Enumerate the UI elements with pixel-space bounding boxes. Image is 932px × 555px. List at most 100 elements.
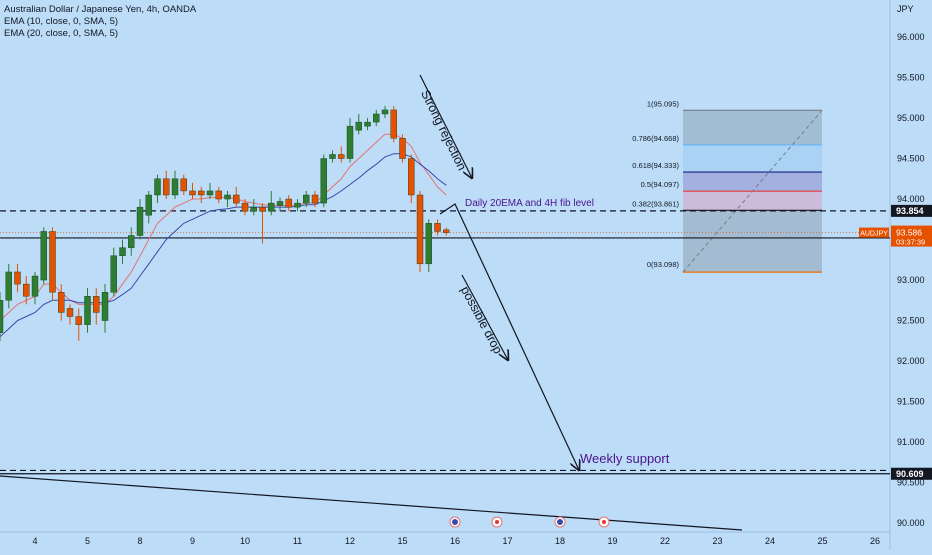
y-tick-label: 94.500 bbox=[897, 154, 925, 164]
price-label-box bbox=[891, 204, 932, 217]
candle-body bbox=[49, 231, 56, 293]
candle-body bbox=[276, 201, 284, 206]
chart-title: Australian Dollar / Japanese Yen, 4h, OA… bbox=[4, 4, 197, 15]
ema-line bbox=[0, 133, 447, 321]
projection-arrow bbox=[439, 203, 579, 470]
candle-body bbox=[180, 178, 187, 192]
candle-body bbox=[75, 316, 82, 325]
annotation: Daily 20EMA and 4H fib level bbox=[465, 198, 594, 209]
fib-zone bbox=[683, 144, 822, 173]
candle-body bbox=[233, 194, 240, 204]
candle-body bbox=[303, 194, 310, 204]
fib-label: 0.618(94.333) bbox=[632, 161, 679, 170]
candle-body bbox=[189, 190, 196, 196]
candle-body bbox=[346, 125, 354, 159]
fib-zone bbox=[683, 210, 822, 273]
symbol-label: AUDJPY bbox=[860, 231, 888, 238]
arrow bbox=[419, 74, 472, 178]
y-tick-label: 92.000 bbox=[897, 356, 925, 366]
price-label-box bbox=[891, 467, 932, 480]
x-tick-label: 25 bbox=[818, 536, 828, 546]
candle-body bbox=[215, 190, 222, 200]
candle-body bbox=[259, 206, 266, 212]
ema-line bbox=[0, 153, 447, 338]
candle-body bbox=[31, 275, 39, 297]
x-tick-label: 24 bbox=[765, 536, 775, 546]
x-tick-label: 23 bbox=[713, 536, 723, 546]
candle-body bbox=[5, 271, 12, 301]
candle-body bbox=[23, 283, 30, 297]
candle-body bbox=[434, 223, 441, 232]
candle-body bbox=[311, 194, 319, 204]
candle-body bbox=[399, 138, 406, 159]
candle-body bbox=[320, 158, 327, 204]
candle-body bbox=[58, 292, 65, 313]
event-icon-flag bbox=[495, 520, 499, 524]
candle-body bbox=[294, 202, 301, 208]
y-tick-label: 95.000 bbox=[897, 113, 925, 123]
candle-body bbox=[171, 178, 179, 196]
x-tick-label: 26 bbox=[870, 536, 880, 546]
candle-body bbox=[364, 121, 371, 127]
x-tick-label: 18 bbox=[555, 536, 565, 546]
indicator-legend[interactable]: EMA (20, close, 0, SMA, 5) bbox=[4, 28, 118, 39]
event-icons bbox=[449, 516, 610, 528]
price-label: 93.854 bbox=[896, 206, 924, 216]
x-tick-label: 12 bbox=[345, 536, 355, 546]
candle-body bbox=[329, 154, 336, 159]
candle-body bbox=[136, 206, 144, 236]
candle-body bbox=[0, 300, 4, 333]
x-tick-label: 8 bbox=[137, 536, 142, 546]
candle-body bbox=[93, 296, 100, 313]
x-tick-label: 17 bbox=[503, 536, 513, 546]
candle-body bbox=[390, 109, 397, 139]
candle-body bbox=[355, 121, 362, 131]
fib-label: 1(95.095) bbox=[647, 99, 680, 108]
candle-body bbox=[206, 190, 214, 196]
trend-line bbox=[0, 475, 743, 531]
x-tick-label: 10 bbox=[240, 536, 250, 546]
fib-label: 0.382(93.861) bbox=[632, 199, 679, 208]
candle-body bbox=[14, 271, 21, 285]
x-tick-label: 4 bbox=[32, 536, 37, 546]
x-tick-label: 22 bbox=[660, 536, 670, 546]
candle-body bbox=[119, 247, 126, 256]
x-tick-label: 15 bbox=[398, 536, 408, 546]
candle-body bbox=[198, 190, 205, 196]
y-tick-label: 90.500 bbox=[897, 478, 925, 488]
candle-body bbox=[443, 229, 450, 233]
y-tick-label: 92.500 bbox=[897, 316, 925, 326]
candle-body bbox=[416, 194, 424, 265]
candle-body bbox=[163, 178, 170, 196]
last-price-box bbox=[891, 225, 932, 247]
indicator-legend[interactable]: EMA (10, close, 0, SMA, 5) bbox=[4, 16, 118, 27]
candle-body bbox=[338, 154, 345, 159]
price-label: 90.609 bbox=[896, 469, 924, 479]
fib-label: 0.786(94.668) bbox=[632, 134, 679, 143]
y-tick-label: 95.500 bbox=[897, 73, 925, 83]
candle-body bbox=[408, 158, 415, 196]
event-icon-flag bbox=[452, 519, 458, 525]
annotation: Weekly support bbox=[580, 451, 670, 466]
arrow bbox=[461, 274, 508, 360]
event-icon-flag bbox=[557, 519, 563, 525]
candle-body bbox=[101, 292, 109, 321]
candle-body bbox=[425, 223, 432, 265]
candle-body bbox=[241, 202, 249, 212]
fib-trend bbox=[682, 110, 823, 273]
y-tick-label: 91.000 bbox=[897, 437, 925, 447]
candle-body bbox=[110, 255, 117, 293]
x-tick-label: 11 bbox=[293, 536, 302, 546]
candle-body bbox=[268, 202, 275, 212]
last-price-label: 93.586 bbox=[896, 228, 922, 238]
candle-body bbox=[285, 198, 292, 208]
fib-zone bbox=[683, 110, 822, 145]
fib-label: 0(93.098) bbox=[647, 260, 680, 269]
y-tick-label: 94.000 bbox=[897, 194, 925, 204]
y-tick-label: 93.000 bbox=[897, 275, 925, 285]
candles bbox=[0, 105, 450, 341]
fib-zone bbox=[683, 191, 822, 211]
candle-body bbox=[373, 113, 380, 123]
